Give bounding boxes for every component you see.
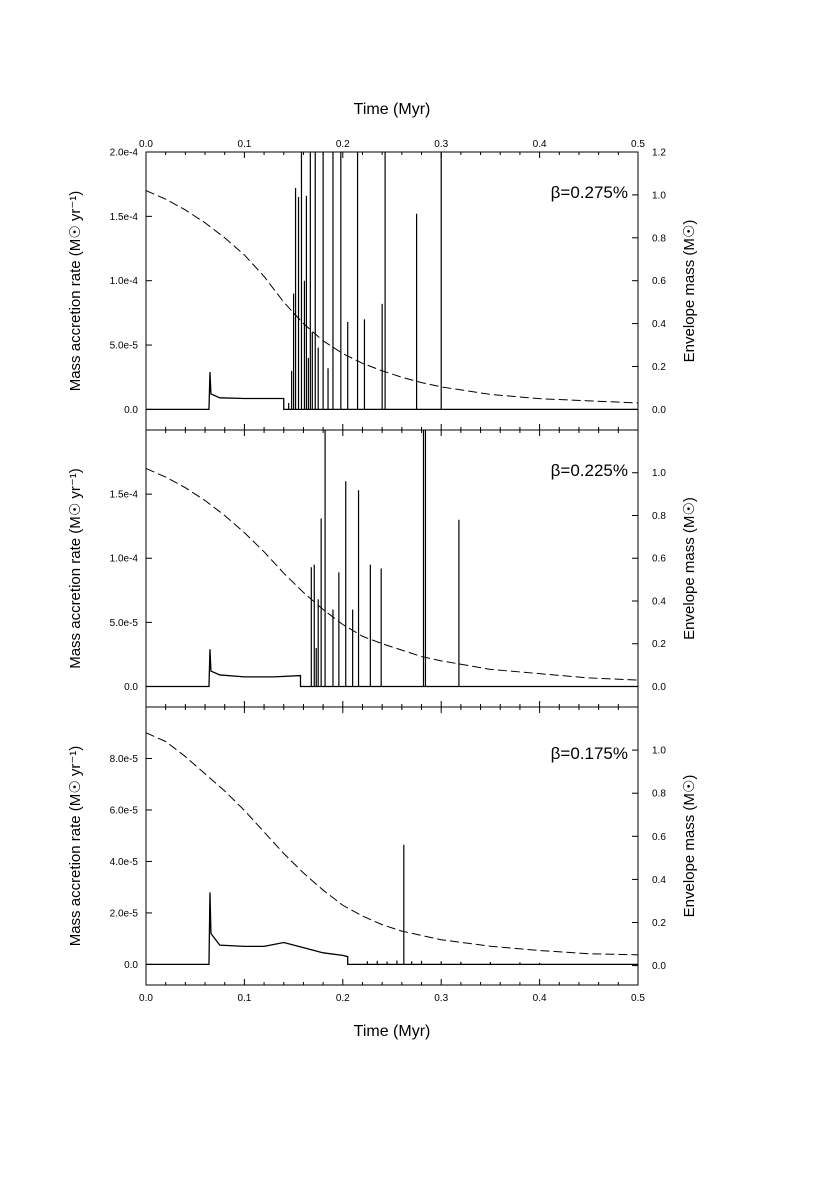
- panel-3-ytick-right-label: 0.8: [652, 789, 666, 800]
- panel-3-ytick-right-label: 0.4: [652, 875, 666, 886]
- top-x-tick-label: 0.1: [237, 139, 251, 150]
- panel-3-ytick-right-label: 1.0: [652, 746, 666, 757]
- top-x-tick-label: 0.0: [139, 139, 153, 150]
- panel-2-ytick-left-label: 1.0e-4: [110, 554, 139, 565]
- panel-1-ytick-right-label: 1.2: [652, 148, 666, 159]
- panel-1-ytick-right-label: 0.6: [652, 276, 666, 287]
- panel-3-ytick-right-label: 0.0: [652, 961, 666, 972]
- panel-2-beta-annotation: β=0.225%: [551, 461, 628, 480]
- bottom-x-tick-label: 0.1: [237, 993, 251, 1004]
- panel-3-ytick-left-label: 4.0e-5: [110, 857, 139, 868]
- panel-1-ytick-right-label: 0.2: [652, 362, 666, 373]
- data-layer: [146, 152, 638, 966]
- top-x-tick-label: 0.4: [533, 139, 547, 150]
- panel-1-ytick-left-label: 2.0e-4: [110, 148, 139, 159]
- panel-1-accretion-rate-line: [146, 372, 638, 411]
- panel-2-ytick-left-label: 1.5e-4: [110, 490, 139, 501]
- bottom-x-tick-label: 0.2: [336, 993, 350, 1004]
- panel-3-frame: [145, 706, 639, 986]
- panel-2-left-axis-title: Mass accretion rate (M☉ yr⁻¹): [67, 468, 84, 669]
- panel-2-ytick-right-label: 0.6: [652, 554, 666, 565]
- panel-3-ytick-left-label: 6.0e-5: [110, 805, 139, 816]
- panel-1-ytick-left-label: 1.0e-4: [110, 276, 139, 287]
- panel-3-ytick-left-label: 2.0e-5: [110, 908, 139, 919]
- panel-2-ytick-right-label: 0.2: [652, 639, 666, 650]
- panel-3-right-axis-title: Envelope mass (M☉): [681, 775, 698, 918]
- top-x-tick-label: 0.3: [434, 139, 448, 150]
- axes-layer: [145, 151, 639, 986]
- panel-2-accretion-rate-line: [146, 649, 638, 688]
- panel-3-beta-annotation: β=0.175%: [551, 744, 628, 763]
- panel-1-right-axis-title: Envelope mass (M☉): [681, 220, 698, 363]
- panel-1-beta-annotation: β=0.275%: [551, 183, 628, 202]
- panel-3-ytick-right-label: 0.6: [652, 832, 666, 843]
- panel-3-ytick-left-label: 8.0e-5: [110, 754, 139, 765]
- panel-2-ytick-right-label: 1.0: [652, 468, 666, 479]
- panel-2-ytick-right-label: 0.4: [652, 596, 666, 607]
- panel-1-ytick-right-label: 0.8: [652, 233, 666, 244]
- panel-1-ytick-left-label: 1.5e-4: [110, 212, 139, 223]
- bottom-x-tick-label: 0.5: [631, 993, 645, 1004]
- panel-2-envelope-mass-line: [146, 468, 638, 681]
- panel-2-right-axis-title: Envelope mass (M☉): [681, 497, 698, 640]
- top-axis-title: Time (Myr): [354, 101, 431, 118]
- panel-3-ytick-left-label: 0.0: [124, 960, 138, 971]
- panel-2-ytick-left-label: 5.0e-5: [110, 618, 139, 629]
- panel-1-ytick-right-label: 0.0: [652, 405, 666, 416]
- text-layer: Time (Myr) Time (Myr) 0.0 0.1 0.2 0.3 0.4 0.5…: [67, 101, 698, 1040]
- panel-1-ytick-left-label: 5.0e-5: [110, 341, 139, 352]
- panel-1-left-axis-title: Mass accretion rate (M☉ yr⁻¹): [67, 191, 84, 392]
- bottom-x-tick-label: 0.3: [434, 993, 448, 1004]
- panel-1-ytick-right-label: 1.0: [652, 190, 666, 201]
- bottom-axis-title: Time (Myr): [354, 1023, 431, 1040]
- panel-1-ytick-left-label: 0.0: [124, 405, 138, 416]
- top-x-tick-label: 0.2: [336, 139, 350, 150]
- panel-1-envelope-mass-line: [146, 190, 638, 404]
- panel-1-ytick-right-label: 0.4: [652, 319, 666, 330]
- panel-3-envelope-mass-line: [146, 732, 638, 956]
- bottom-x-tick-label: 0.0: [139, 993, 153, 1004]
- panel-3-accretion-rate-line: [146, 892, 638, 966]
- panel-2-ytick-right-label: 0.8: [652, 511, 666, 522]
- panel-3-ytick-right-label: 0.2: [652, 918, 666, 929]
- panel-2-ytick-right-label: 0.0: [652, 682, 666, 693]
- panel-3-left-axis-title: Mass accretion rate (M☉ yr⁻¹): [67, 746, 84, 947]
- top-x-tick-label: 0.5: [631, 139, 645, 150]
- bottom-x-tick-label: 0.4: [533, 993, 547, 1004]
- panel-2-ytick-left-label: 0.0: [124, 682, 138, 693]
